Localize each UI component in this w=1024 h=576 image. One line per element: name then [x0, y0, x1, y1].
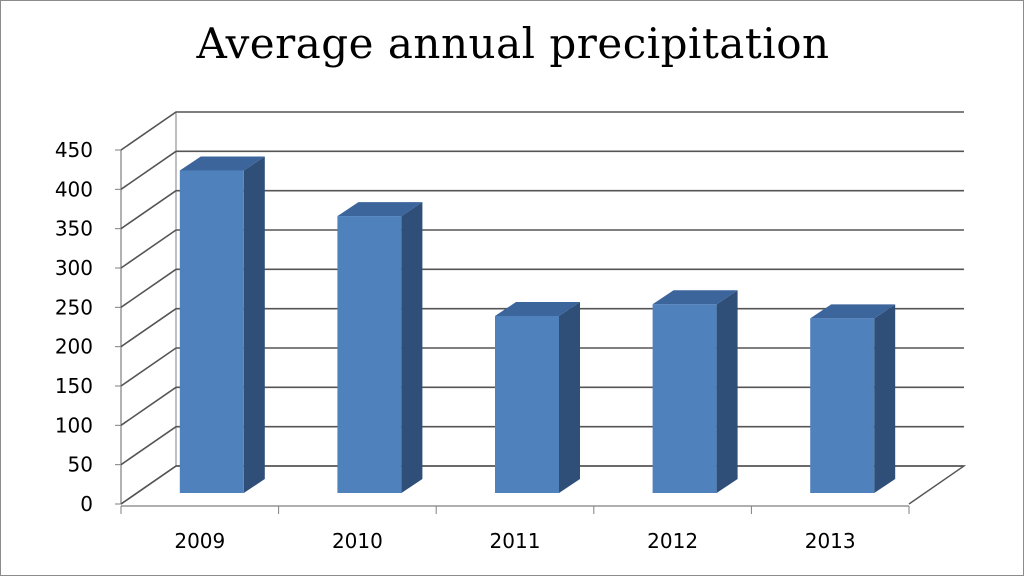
bar-top-face — [810, 304, 896, 319]
y-tick-label: 100 — [55, 413, 93, 437]
gridline — [120, 189, 964, 230]
gridline — [120, 229, 964, 269]
y-tick-label: 0 — [80, 492, 93, 516]
bar-side-face — [874, 304, 896, 493]
bar-side-face — [401, 202, 423, 494]
bar-front-face — [810, 318, 875, 493]
bar-top-face — [652, 290, 738, 305]
y-tick-label: 50 — [68, 453, 93, 477]
gridline — [120, 111, 964, 151]
bar-2011 — [495, 302, 580, 493]
bar-side-face — [559, 302, 580, 493]
y-tick-label: 450 — [55, 138, 93, 162]
x-tick-label: 2010 — [332, 529, 383, 553]
y-tick-label: 150 — [55, 374, 93, 398]
bar-2010 — [337, 202, 423, 494]
bar-front-face — [652, 304, 717, 493]
bar-top-face — [337, 202, 423, 217]
x-tick-label: 2011 — [490, 529, 541, 553]
chart-title: Average annual precipitation — [196, 19, 830, 68]
y-tick-label: 200 — [55, 335, 93, 359]
gridline — [120, 268, 964, 308]
y-tick-label: 350 — [55, 217, 93, 241]
bar-2012 — [652, 290, 738, 493]
gridline — [120, 150, 964, 190]
bar-front-face — [179, 170, 244, 493]
bar-2009 — [179, 156, 265, 493]
y-axis-ticks: 0 50 100 150 200 250 300 350 400 450 — [55, 138, 121, 516]
y-tick-label: 250 — [55, 295, 93, 319]
x-axis — [120, 505, 910, 514]
bar-side-face — [243, 156, 265, 493]
bar-2013 — [810, 304, 896, 493]
x-tick-label: 2009 — [174, 529, 225, 553]
bar-top-face — [179, 156, 265, 171]
x-tick-label: 2012 — [647, 529, 698, 553]
x-axis-ticks: 2009 2010 2011 2012 2013 — [174, 529, 855, 553]
bar-front-face — [495, 316, 559, 493]
bar-front-face — [337, 216, 402, 494]
y-tick-label: 300 — [55, 256, 93, 280]
bar-top-face — [495, 302, 580, 316]
y-tick-label: 400 — [55, 177, 93, 201]
x-tick-label: 2013 — [805, 529, 856, 553]
bars — [179, 156, 896, 494]
bar-side-face — [716, 290, 738, 493]
